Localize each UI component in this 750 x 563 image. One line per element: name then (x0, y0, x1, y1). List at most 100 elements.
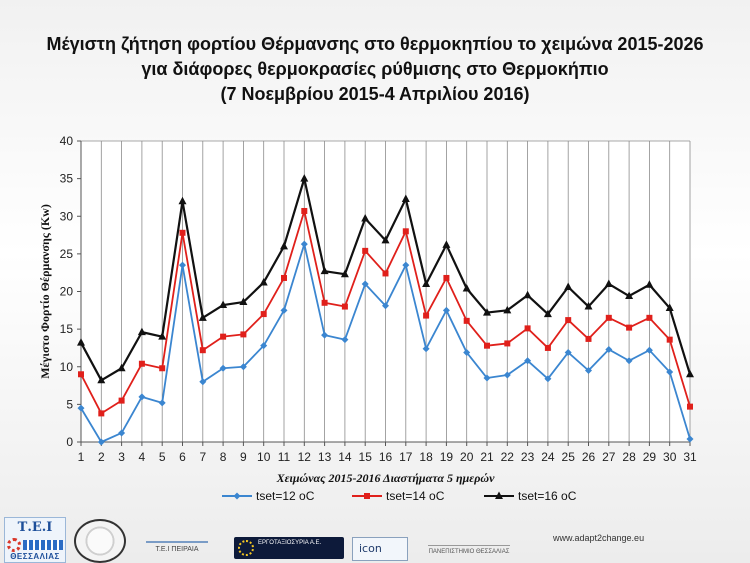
legend-marker-3 (495, 491, 503, 499)
x-axis-label: Χειμώνας 2015-2016 Διαστήματα 5 ημερών (276, 471, 496, 485)
x-tick-label-21: 21 (480, 450, 494, 464)
series-2-point-6 (179, 229, 186, 236)
ergo-text: ΕΡΓΟΤΑΞΙΟΣΥΡΙΑ Α.Ε. (258, 540, 322, 546)
series-3-point-5 (158, 332, 167, 340)
university-thessaly-logo: ΠΑΝΕΠΙΣΤΗΜΙΟ ΘΕΣΣΑΛΙΑΣ (428, 545, 510, 562)
series-1-point-11 (280, 306, 288, 314)
x-tick-label-18: 18 (419, 450, 433, 464)
chart-title: Μέγιστη ζήτηση φορτίου Θέρμανσης στο θερ… (0, 32, 750, 107)
series-2-point-2 (98, 410, 105, 417)
x-tick-label-31: 31 (683, 450, 697, 464)
series-1-point-24 (544, 375, 552, 383)
tei-thessalias-logo: Τ.Ε.Ι ΘΕΣΣΑΛΙΑΣ (4, 517, 66, 563)
series-3-point-31 (686, 369, 694, 378)
series-2-point-15 (362, 247, 369, 254)
series-1-point-19 (442, 306, 450, 314)
website-url[interactable]: www.adapt2change.eu (553, 533, 645, 543)
series-1-point-23 (524, 357, 532, 365)
stripe-icon (23, 540, 63, 550)
x-tick-label-3: 3 (118, 450, 125, 464)
series-1-point-15 (361, 280, 369, 288)
legend-marker-2 (364, 493, 370, 499)
series-2-point-12 (301, 207, 308, 214)
y-tick-label-15: 15 (60, 322, 74, 336)
x-tick-label-13: 13 (318, 450, 332, 464)
series-2-point-1 (78, 371, 84, 378)
series-1-point-27 (605, 345, 613, 353)
university-thessaly-text: ΠΑΝΕΠΙΣΤΗΜΙΟ ΘΕΣΣΑΛΙΑΣ (428, 549, 510, 555)
series-2-point-24 (544, 344, 551, 351)
series-3-point-6 (178, 196, 187, 205)
x-tick-label-22: 22 (501, 450, 515, 464)
series-3-point-18 (422, 279, 431, 287)
series-2-point-19 (443, 274, 450, 281)
legend-label-2: tset=14 oC (386, 489, 445, 503)
series-1-point-31 (686, 435, 694, 443)
series-2-point-27 (605, 314, 612, 321)
x-tick-label-8: 8 (220, 450, 227, 464)
series-3-point-1 (77, 338, 85, 346)
series-3-point-2 (97, 375, 106, 384)
series-3-point-25 (564, 282, 573, 290)
series-3-point-4 (137, 327, 146, 336)
series-1-point-6 (179, 261, 186, 269)
title-line-3: (7 Νοεμβρίου 2015-4 Απριλίου 2016) (220, 84, 530, 104)
title-line-2: για διάφορες θερμοκρασίες ρύθμισης στο Θ… (141, 59, 609, 79)
tei-piraeus-text: Τ.Ε.Ι ΠΕΙΡΑΙΑ (155, 546, 199, 553)
series-3-point-15 (361, 214, 370, 222)
x-tick-label-20: 20 (460, 450, 474, 464)
series-2-point-20 (463, 317, 470, 324)
series-1-point-10 (260, 342, 268, 350)
series-3-point-21 (483, 308, 491, 316)
series-3-point-10 (259, 277, 268, 286)
series-1-point-1 (77, 404, 85, 412)
series-2-point-9 (240, 331, 247, 338)
series-2-point-14 (341, 303, 348, 310)
series-2-point-18 (423, 312, 430, 319)
x-tick-label-1: 1 (78, 450, 85, 464)
series-3-point-20 (462, 283, 471, 292)
series-1-point-9 (239, 363, 247, 371)
title-line-1: Μέγιστη ζήτηση φορτίου Θέρμανσης στο θερ… (46, 34, 704, 54)
series-3-point-29 (645, 280, 654, 288)
series-1-point-12 (300, 240, 308, 248)
x-tick-label-26: 26 (582, 450, 596, 464)
x-tick-label-24: 24 (541, 450, 555, 464)
series-1-point-20 (463, 348, 471, 356)
x-tick-label-12: 12 (298, 450, 312, 464)
icon-logo: icon (352, 537, 408, 561)
x-tick-label-25: 25 (562, 450, 576, 464)
series-3-point-17 (401, 194, 410, 202)
x-tick-label-29: 29 (643, 450, 657, 464)
series-3-point-23 (523, 290, 532, 299)
x-tick-label-28: 28 (622, 450, 636, 464)
series-1-point-13 (321, 331, 329, 339)
series-2-point-21 (484, 342, 490, 349)
series-1-point-29 (645, 346, 653, 354)
y-tick-label-30: 30 (60, 209, 74, 223)
x-tick-label-30: 30 (663, 450, 677, 464)
series-3-point-22 (503, 305, 512, 314)
series-2-point-22 (504, 340, 511, 347)
series-1-point-18 (422, 345, 430, 353)
series-2-point-7 (199, 347, 206, 354)
legend-label-1: tset=12 oC (256, 489, 315, 503)
series-1-point-14 (341, 336, 349, 344)
series-1-point-16 (382, 302, 389, 310)
series-2-point-13 (321, 299, 328, 306)
series-2-point-16 (382, 270, 389, 277)
x-tick-label-10: 10 (257, 450, 271, 464)
series-1-point-21 (483, 374, 491, 382)
y-tick-label-40: 40 (60, 134, 74, 148)
series-2-point-28 (626, 324, 633, 331)
series-3-point-30 (665, 303, 674, 312)
series-1-point-3 (118, 429, 126, 437)
ergotaxiosyria-logo: ΕΡΓΟΤΑΞΙΟΣΥΡΙΑ Α.Ε. (234, 537, 344, 559)
series-2-point-25 (565, 317, 572, 324)
logo-strip: Τ.Ε.Ι ΘΕΣΣΑΛΙΑΣ Τ.Ε.Ι ΠΕΙΡΑΙΑ ΕΡΓΟΤΑΞΙΟΣ… (0, 515, 750, 563)
series-1-point-28 (625, 357, 633, 365)
series-2-point-23 (524, 325, 531, 332)
y-axis-label: Μέγιστο Φορτίο Θέρμανσης (Kw) (38, 204, 52, 379)
series-2-point-29 (646, 314, 653, 321)
series-2-point-10 (260, 311, 267, 318)
